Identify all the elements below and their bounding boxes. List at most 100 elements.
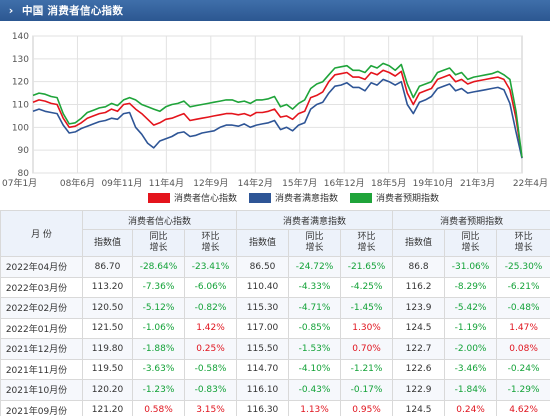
table-row: 2022年01月份 121.50 -1.06% 1.42% 117.00 -0.85% 1.…	[0, 317, 550, 339]
legend-label: 消费者满意指数	[275, 194, 339, 204]
y-tick-label: 110	[12, 101, 29, 111]
legend-label: 消费者预期指数	[376, 194, 440, 204]
value-cell: -31.06%	[444, 256, 498, 278]
legend-swatch	[148, 192, 170, 203]
value-cell: 0.08%	[496, 338, 550, 360]
group-header-expectation: 消费者预期指数	[392, 210, 550, 230]
series-line-2	[32, 78, 523, 159]
y-tick-label: 80	[18, 169, 30, 179]
sub-header: 同比 增长	[132, 229, 185, 257]
group-header-confidence: 消费者信心指数	[81, 210, 238, 230]
legend-swatch	[350, 192, 373, 203]
value-cell: -1.88%	[132, 338, 185, 360]
value-cell: 122.7	[392, 338, 446, 360]
value-cell: 120.20	[82, 379, 133, 401]
value-cell: -7.36%	[132, 276, 185, 298]
y-tick-label: 100	[12, 123, 29, 133]
legend-item[interactable]: 消费者信心指数	[148, 191, 237, 204]
value-cell: 119.80	[82, 338, 133, 360]
value-cell: 114.70	[236, 358, 290, 380]
sub-header: 指数值	[82, 229, 133, 257]
y-tick-label: 130	[12, 55, 29, 65]
x-tick-label: 16年12月	[324, 177, 365, 189]
sub-header: 指数值	[392, 229, 446, 257]
value-cell: -24.72%	[288, 256, 342, 278]
value-cell: -28.64%	[132, 256, 185, 278]
value-cell: 0.70%	[340, 338, 394, 360]
y-tick-label: 120	[12, 78, 29, 88]
value-cell: -5.12%	[132, 297, 185, 319]
value-cell: -0.17%	[340, 379, 394, 401]
x-tick-label: 22年4月	[513, 177, 548, 189]
value-cell: 3.15%	[183, 399, 238, 416]
value-cell: 110.40	[236, 276, 290, 298]
table-row: 2022年03月份 113.20 -7.36% -6.06% 110.40 -4.33% -…	[0, 276, 550, 298]
value-cell: 122.9	[392, 379, 446, 401]
value-cell: -3.46%	[444, 358, 498, 380]
value-cell: 1.47%	[496, 317, 550, 339]
value-cell: -25.30%	[496, 256, 550, 278]
value-cell: -3.63%	[132, 358, 185, 380]
month-header: 月 份	[0, 210, 83, 257]
legend-swatch	[249, 192, 272, 203]
value-cell: -4.71%	[288, 297, 342, 319]
value-cell: -21.65%	[340, 256, 394, 278]
x-tick-label: 14年2月	[238, 177, 273, 189]
value-cell: 0.24%	[444, 399, 498, 416]
legend-item[interactable]: 消费者满意指数	[249, 191, 338, 204]
table-row: 2021年11月份 119.50 -3.63% -0.58% 114.70 -4.10% -…	[0, 358, 550, 380]
page-title: 中国 消费者信心指数	[22, 5, 124, 17]
month-cell: 2022年02月份	[0, 297, 83, 319]
group-header-satisfaction: 消费者满意指数	[236, 210, 394, 230]
value-cell: -1.84%	[444, 379, 498, 401]
value-cell: -6.21%	[496, 276, 550, 298]
value-cell: 1.13%	[288, 399, 342, 416]
value-cell: 113.20	[82, 276, 133, 298]
chart-legend: 消费者信心指数 消费者满意指数 消费者预期指数	[148, 191, 439, 204]
series-line-1	[32, 69, 523, 158]
series-line-3	[32, 62, 523, 158]
value-cell: -0.85%	[288, 317, 342, 339]
value-cell: -1.53%	[288, 338, 342, 360]
value-cell: 4.62%	[496, 399, 550, 416]
value-cell: 0.95%	[340, 399, 394, 416]
value-cell: -4.33%	[288, 276, 342, 298]
value-cell: 116.30	[236, 399, 290, 416]
sub-header: 环比 增长	[496, 229, 550, 257]
value-cell: 124.5	[392, 317, 446, 339]
legend-item[interactable]: 消费者预期指数	[350, 191, 439, 204]
month-cell: 2022年03月份	[0, 276, 83, 298]
value-cell: 116.10	[236, 379, 290, 401]
value-cell: 0.25%	[183, 338, 238, 360]
value-cell: -23.41%	[183, 256, 238, 278]
value-cell: 123.9	[392, 297, 446, 319]
value-cell: -1.29%	[496, 379, 550, 401]
table-row: 2022年02月份 120.50 -5.12% -0.82% 115.30 -4.71% -…	[0, 297, 550, 319]
value-cell: 86.8	[392, 256, 446, 278]
legend-label: 消费者信心指数	[174, 194, 238, 204]
value-cell: 1.30%	[340, 317, 394, 339]
x-tick-label: 19年10月	[413, 177, 454, 189]
value-cell: -4.10%	[288, 358, 342, 380]
value-cell: 115.50	[236, 338, 290, 360]
x-tick-label: 21年3月	[460, 177, 495, 189]
chart-svg: 80 90 100 110 120 130 140 07年1月 08年6月 09年11月 11年4月…	[2, 32, 548, 189]
sub-header: 指数值	[236, 229, 290, 257]
y-tick-label: 140	[12, 32, 29, 42]
month-cell: 2021年10月份	[0, 379, 83, 401]
value-cell: -1.21%	[340, 358, 394, 380]
value-cell: 115.30	[236, 297, 290, 319]
x-tick-label: 18年5月	[371, 177, 406, 189]
value-cell: -0.83%	[183, 379, 238, 401]
month-cell: 2022年04月份	[0, 256, 83, 278]
chevron-right-icon[interactable]: ›	[8, 4, 14, 17]
data-table: 月 份 消费者信心指数 消费者满意指数 消费者预期指数 指数值 同比 增长 环比 增…	[0, 210, 550, 416]
value-cell: -1.19%	[444, 317, 498, 339]
value-cell: -6.06%	[183, 276, 238, 298]
x-tick-label: 09年11月	[101, 177, 142, 189]
x-tick-label: 07年1月	[2, 177, 37, 189]
value-cell: -4.25%	[340, 276, 394, 298]
x-tick-label: 15年7月	[282, 177, 317, 189]
value-cell: 121.20	[82, 399, 133, 416]
value-cell: 116.2	[392, 276, 446, 298]
